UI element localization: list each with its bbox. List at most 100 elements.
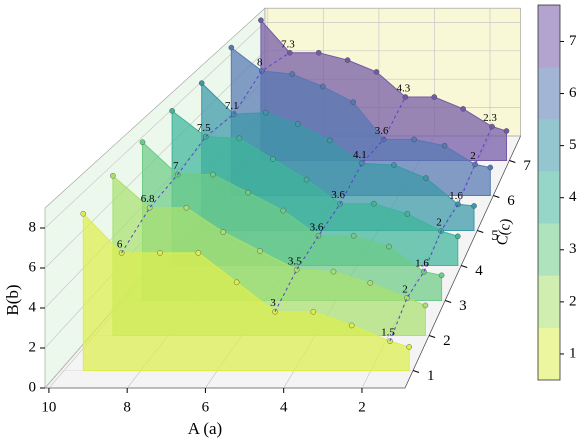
data-point: [327, 137, 333, 144]
data-point: [373, 69, 380, 75]
data-point: [157, 250, 163, 256]
data-point: [169, 108, 175, 114]
data-label: 6: [117, 238, 123, 250]
y-tick-label: 8: [29, 219, 37, 235]
data-point: [110, 172, 116, 179]
z-tick: [509, 160, 516, 163]
data-point: [404, 295, 410, 301]
z-tick: [412, 370, 420, 373]
colorbar-band: [538, 5, 560, 68]
colorbar-tick-label: 7: [569, 33, 577, 49]
data-point: [423, 175, 429, 181]
z-tick: [461, 265, 468, 268]
z-tick: [493, 195, 500, 198]
data-point: [438, 272, 445, 279]
data-point: [422, 302, 429, 309]
data-point: [183, 204, 190, 211]
x-tick-label: 6: [202, 399, 210, 415]
data-label: 7: [173, 160, 179, 172]
data-point: [270, 156, 276, 162]
z-tick-label: 4: [475, 263, 483, 279]
data-point: [195, 250, 202, 256]
z-tick: [444, 300, 452, 303]
data-point: [118, 250, 125, 256]
colorbar-tick-label: 6: [569, 85, 577, 101]
data-point: [139, 139, 146, 146]
data-point: [487, 164, 494, 171]
data-point: [258, 68, 265, 74]
data-point: [359, 160, 365, 167]
colorbar-band: [538, 275, 560, 328]
data-point: [220, 229, 226, 235]
data-label: 1.5: [381, 327, 395, 339]
data-point: [287, 49, 293, 56]
y-tick-label: 4: [29, 299, 37, 315]
data-point: [367, 280, 374, 286]
x-tick-label: 10: [41, 399, 56, 415]
colorbar-band: [538, 327, 560, 380]
data-point: [262, 109, 269, 116]
data-point: [258, 17, 264, 24]
data-point: [330, 268, 337, 275]
data-point: [391, 162, 397, 168]
guide-line: [274, 96, 406, 312]
data-label: 3: [270, 297, 276, 309]
data-point: [198, 80, 205, 86]
data-point: [455, 201, 461, 208]
data-point: [230, 111, 237, 118]
data-point: [411, 136, 417, 143]
data-point: [406, 344, 412, 350]
data-label: 2: [470, 150, 476, 162]
y-tick-label: 2: [29, 339, 37, 355]
data-point: [386, 243, 392, 250]
data-point: [293, 266, 300, 273]
data-point: [350, 232, 357, 239]
colorbar-tick-label: 4: [569, 189, 577, 205]
colorbar-band: [538, 171, 560, 224]
grid-line: [44, 22, 521, 229]
data-label: 3.6: [375, 125, 389, 137]
data-label: 1.6: [415, 257, 429, 269]
data-point: [272, 308, 278, 315]
z-axis-label: C(c): [494, 217, 514, 246]
data-point: [471, 203, 477, 209]
data-point: [228, 44, 235, 51]
data-point: [257, 248, 263, 254]
colorbar-frame: [537, 4, 561, 381]
data-point: [441, 142, 448, 149]
y-tick-label: 0: [29, 379, 37, 395]
data-point: [503, 128, 510, 134]
data-point: [310, 308, 317, 315]
x-tick-label: 4: [280, 399, 288, 415]
z-tick-label: 6: [507, 193, 515, 209]
data-label: 7.3: [281, 38, 295, 50]
x-tick-label: 2: [358, 399, 366, 415]
data-point: [295, 121, 301, 127]
data-label: 2.3: [483, 112, 497, 124]
data-point: [245, 189, 251, 196]
colorbar-tick-label: 1: [569, 345, 577, 361]
data-label: 3.5: [288, 255, 302, 267]
data-point: [489, 123, 495, 130]
data-label: 8: [257, 56, 263, 68]
colorbar-band: [538, 67, 560, 120]
data-point: [80, 210, 87, 217]
data-label: 2: [402, 283, 408, 295]
data-point: [233, 279, 240, 286]
data-point: [236, 135, 243, 142]
colorbar-tick-label: 2: [569, 293, 577, 309]
data-label: 7.1: [225, 100, 239, 112]
z-tick-label: 7: [523, 158, 531, 174]
data-point: [370, 200, 377, 207]
x-tick-label: 8: [123, 399, 131, 415]
z-tick-label: 1: [427, 368, 435, 384]
z-tick-label: 2: [443, 333, 451, 349]
data-point: [421, 268, 427, 275]
data-point: [350, 99, 356, 105]
data-label: 7.5: [197, 122, 211, 134]
guide-line: [389, 126, 493, 342]
z-tick-label: 3: [459, 298, 467, 314]
y-axis-label: B(b): [3, 284, 22, 315]
data-point: [431, 94, 438, 100]
